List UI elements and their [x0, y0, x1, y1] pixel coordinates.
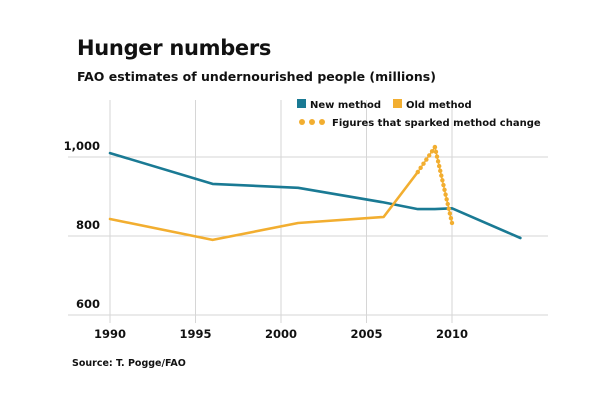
data-point-dot	[446, 206, 451, 211]
series-group	[108, 144, 522, 242]
data-point-dot	[440, 178, 445, 183]
legend-dot-icon	[319, 119, 325, 125]
data-point-dot	[442, 187, 447, 192]
x-tick-label: 1990	[94, 327, 126, 341]
x-tick-label: 1995	[179, 327, 211, 341]
y-tick-label: 600	[76, 297, 100, 311]
data-point-dot	[445, 201, 450, 207]
data-point-dot	[441, 182, 446, 188]
data-point-dot	[439, 173, 444, 178]
x-tick-label: 2010	[436, 327, 468, 341]
data-point-dot	[438, 168, 443, 174]
axis-ticks: 600 800 1,000 1990 1995 2000 2005 2010	[64, 139, 468, 341]
data-point-dot	[435, 159, 441, 164]
legend-swatch-new-method	[297, 99, 306, 108]
data-point-dot	[443, 192, 448, 197]
y-tick-label: 800	[76, 218, 100, 232]
data-point-dot	[424, 157, 429, 162]
chart-subtitle: FAO estimates of undernourished people (…	[77, 69, 436, 84]
x-tick-label: 2005	[350, 327, 382, 341]
data-point-dot	[436, 163, 442, 169]
legend-dot-icon	[309, 119, 315, 125]
grid-lines	[68, 100, 548, 323]
legend-dot-icon	[299, 119, 305, 125]
series-line-new-method	[108, 151, 522, 240]
y-tick-label: 1,000	[64, 139, 100, 153]
legend-label-old-method: Old method	[406, 100, 472, 111]
data-point-dot	[418, 165, 423, 171]
data-point-dot	[421, 161, 426, 166]
data-point-dot	[429, 149, 435, 154]
legend-label-new-method: New method	[310, 100, 381, 111]
data-point-dot	[449, 220, 455, 226]
data-point-dot	[432, 144, 438, 150]
data-point-dot	[434, 154, 440, 159]
x-tick-label: 2000	[265, 327, 297, 341]
data-point-dot	[427, 153, 432, 158]
data-point-dot	[415, 169, 420, 175]
data-point-dot	[433, 149, 439, 155]
source-note: Source: T. Pogge/FAO	[72, 358, 186, 369]
legend: New method Old method Figures that sparked…	[297, 99, 541, 129]
legend-swatch-old-method	[393, 99, 402, 108]
data-point-dot	[447, 211, 453, 216]
legend-label-method-change: Figures that sparked method change	[332, 118, 541, 129]
data-point-dot	[444, 197, 449, 202]
series-line-method-change	[417, 146, 453, 224]
series-line-old-method	[108, 170, 420, 242]
data-point-dot	[448, 216, 454, 221]
chart-title: Hunger numbers	[77, 36, 272, 60]
